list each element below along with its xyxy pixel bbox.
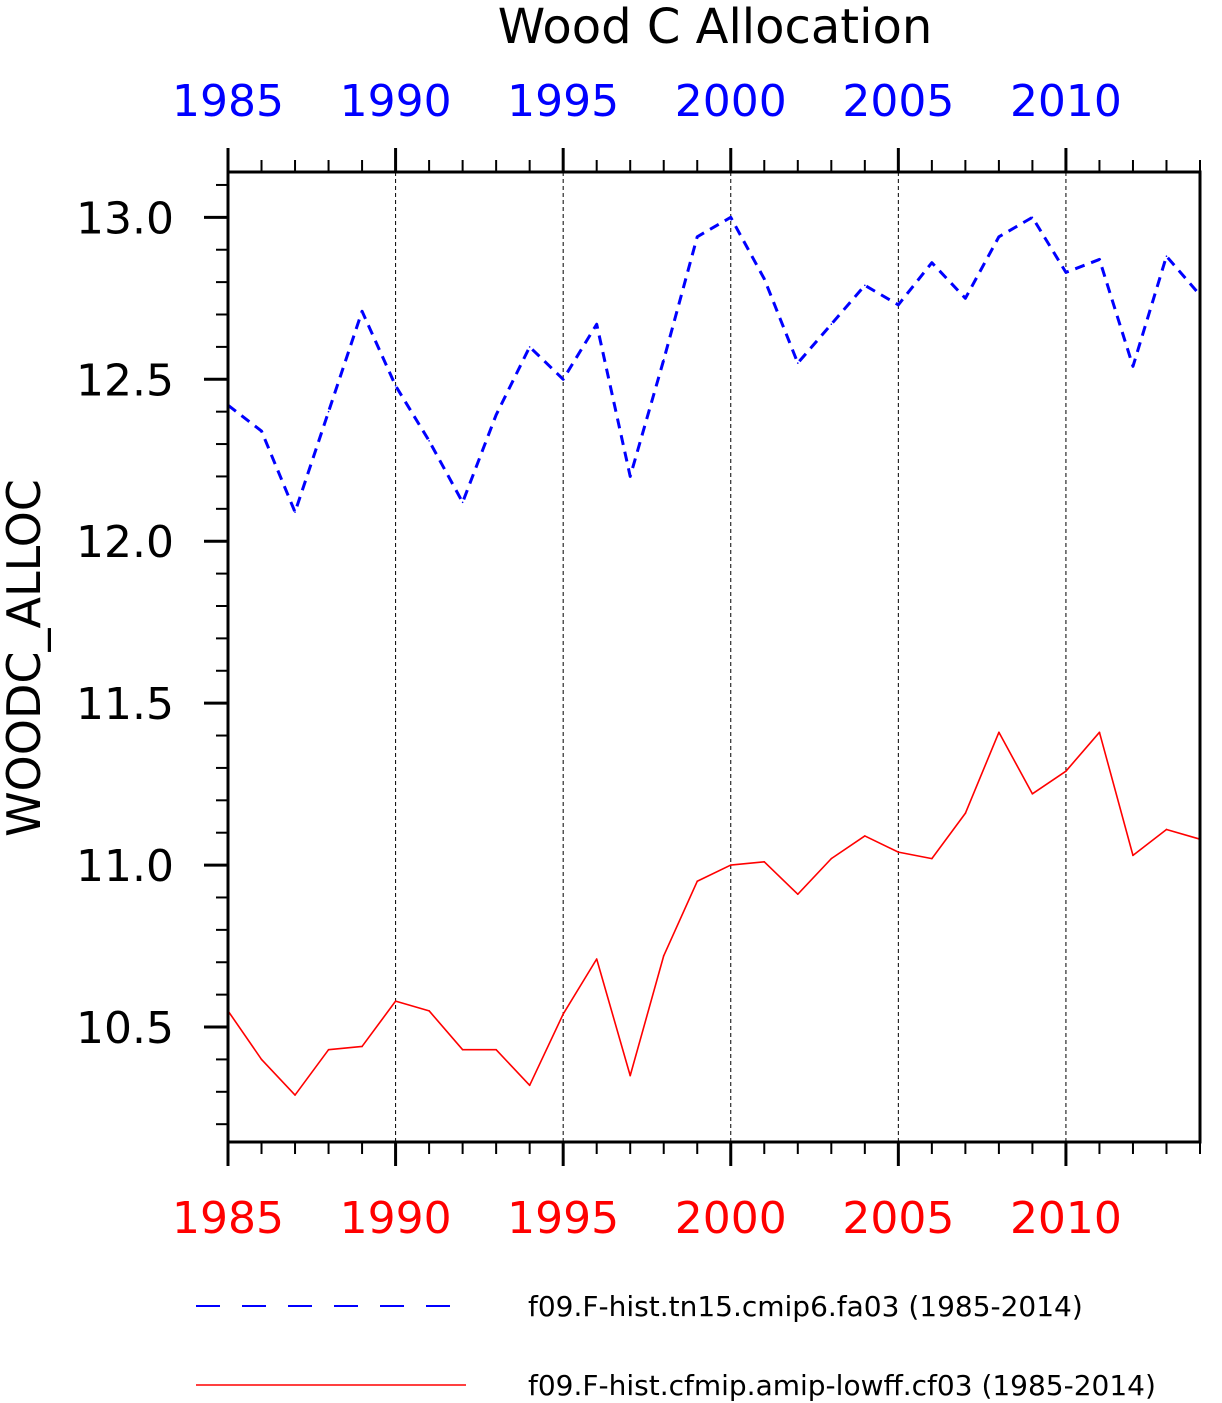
data-point [796, 893, 799, 896]
data-point [260, 1058, 263, 1061]
series-line-2 [227, 731, 1201, 1096]
x-tick-label-bottom: 1990 [340, 1193, 452, 1244]
data-point [629, 475, 632, 478]
data-point [1132, 854, 1134, 857]
data-point [1132, 365, 1134, 368]
data-point [327, 1048, 330, 1051]
data-point [931, 261, 933, 264]
data-point [1098, 258, 1101, 261]
data-point [428, 440, 430, 442]
data-point [595, 323, 598, 326]
data-point [830, 857, 833, 860]
data-point [998, 235, 1000, 238]
data-point [796, 362, 799, 364]
grid-lines [395, 172, 1067, 1142]
data-point [1065, 271, 1067, 274]
tick-labels: 10.5 11.0 11.5 12.0 12.5 13.0 1985 1985 1990 1990… [76, 76, 1122, 1244]
x-tick-label-bottom: 1995 [507, 1193, 619, 1244]
axis-ticks [204, 148, 1201, 1166]
y-tick-label: 11.0 [76, 841, 174, 892]
x-tick-label-top: 2010 [1010, 76, 1122, 127]
data-point [864, 835, 866, 837]
data-point [394, 384, 397, 387]
data-point [260, 430, 263, 432]
y-tick-label: 10.5 [76, 1003, 174, 1054]
data-point [931, 857, 933, 860]
data-point [763, 278, 766, 280]
x-tick-label-top: 1985 [172, 76, 284, 127]
data-point [595, 958, 598, 960]
series-group [227, 215, 1202, 1096]
data-point [528, 346, 531, 348]
data-point [394, 1000, 397, 1002]
y-tick-label: 13.0 [76, 193, 174, 244]
x-tick-label-top: 2005 [842, 76, 954, 127]
legend-label-2: f09.F-hist.cfmip.amip-lowff.cf03 (1985-2… [528, 1369, 1156, 1402]
data-point [729, 216, 732, 219]
y-tick-label: 12.0 [76, 517, 174, 568]
data-point [528, 1084, 531, 1087]
data-point [1065, 770, 1067, 772]
data-point [830, 323, 833, 326]
data-point [964, 812, 967, 815]
x-tick-label-bottom: 1985 [172, 1193, 284, 1244]
y-axis-label: WOODC_ALLOC [0, 479, 51, 837]
data-point [729, 864, 732, 866]
data-point [696, 880, 699, 883]
x-tick-label-bottom: 2010 [1010, 1193, 1122, 1244]
data-point [998, 731, 1000, 734]
x-tick-label-bottom: 2005 [842, 1193, 954, 1244]
data-point [428, 1010, 430, 1012]
data-point [1031, 793, 1034, 795]
chart-title: Wood C Allocation [498, 0, 933, 55]
data-point [964, 297, 967, 300]
data-point [461, 1048, 464, 1051]
data-point [495, 1048, 497, 1051]
data-point [629, 1074, 632, 1077]
data-point [897, 303, 900, 306]
data-point [763, 861, 766, 863]
plot-frame [226, 170, 1202, 1144]
x-tick-label-top: 1995 [507, 76, 619, 127]
data-point [327, 410, 330, 413]
data-point [662, 954, 665, 957]
data-point [294, 1094, 296, 1096]
data-point [1165, 828, 1168, 831]
data-point [662, 359, 665, 361]
data-point [897, 851, 900, 853]
series-line-1 [227, 215, 1202, 514]
data-point [361, 310, 363, 313]
x-tick-label-top: 2000 [675, 76, 787, 127]
y-tick-label: 12.5 [76, 355, 174, 406]
data-point [1165, 255, 1168, 258]
data-point [562, 378, 564, 381]
data-point [562, 1013, 564, 1015]
data-point [1098, 731, 1101, 734]
data-point [461, 501, 464, 504]
x-tick-label-top: 1990 [340, 76, 452, 127]
data-point [864, 284, 866, 287]
data-point [1031, 216, 1034, 219]
y-tick-label: 11.5 [76, 679, 174, 730]
x-tick-label-bottom: 2000 [675, 1193, 787, 1244]
legend-label-1: f09.F-hist.tn15.cmip6.fa03 (1985-2014) [528, 1290, 1083, 1323]
data-point [294, 511, 296, 513]
legend: f09.F-hist.tn15.cmip6.fa03 (1985-2014) f0… [196, 1290, 1156, 1402]
data-point [361, 1045, 363, 1048]
data-point [696, 235, 699, 238]
data-point [495, 414, 497, 416]
